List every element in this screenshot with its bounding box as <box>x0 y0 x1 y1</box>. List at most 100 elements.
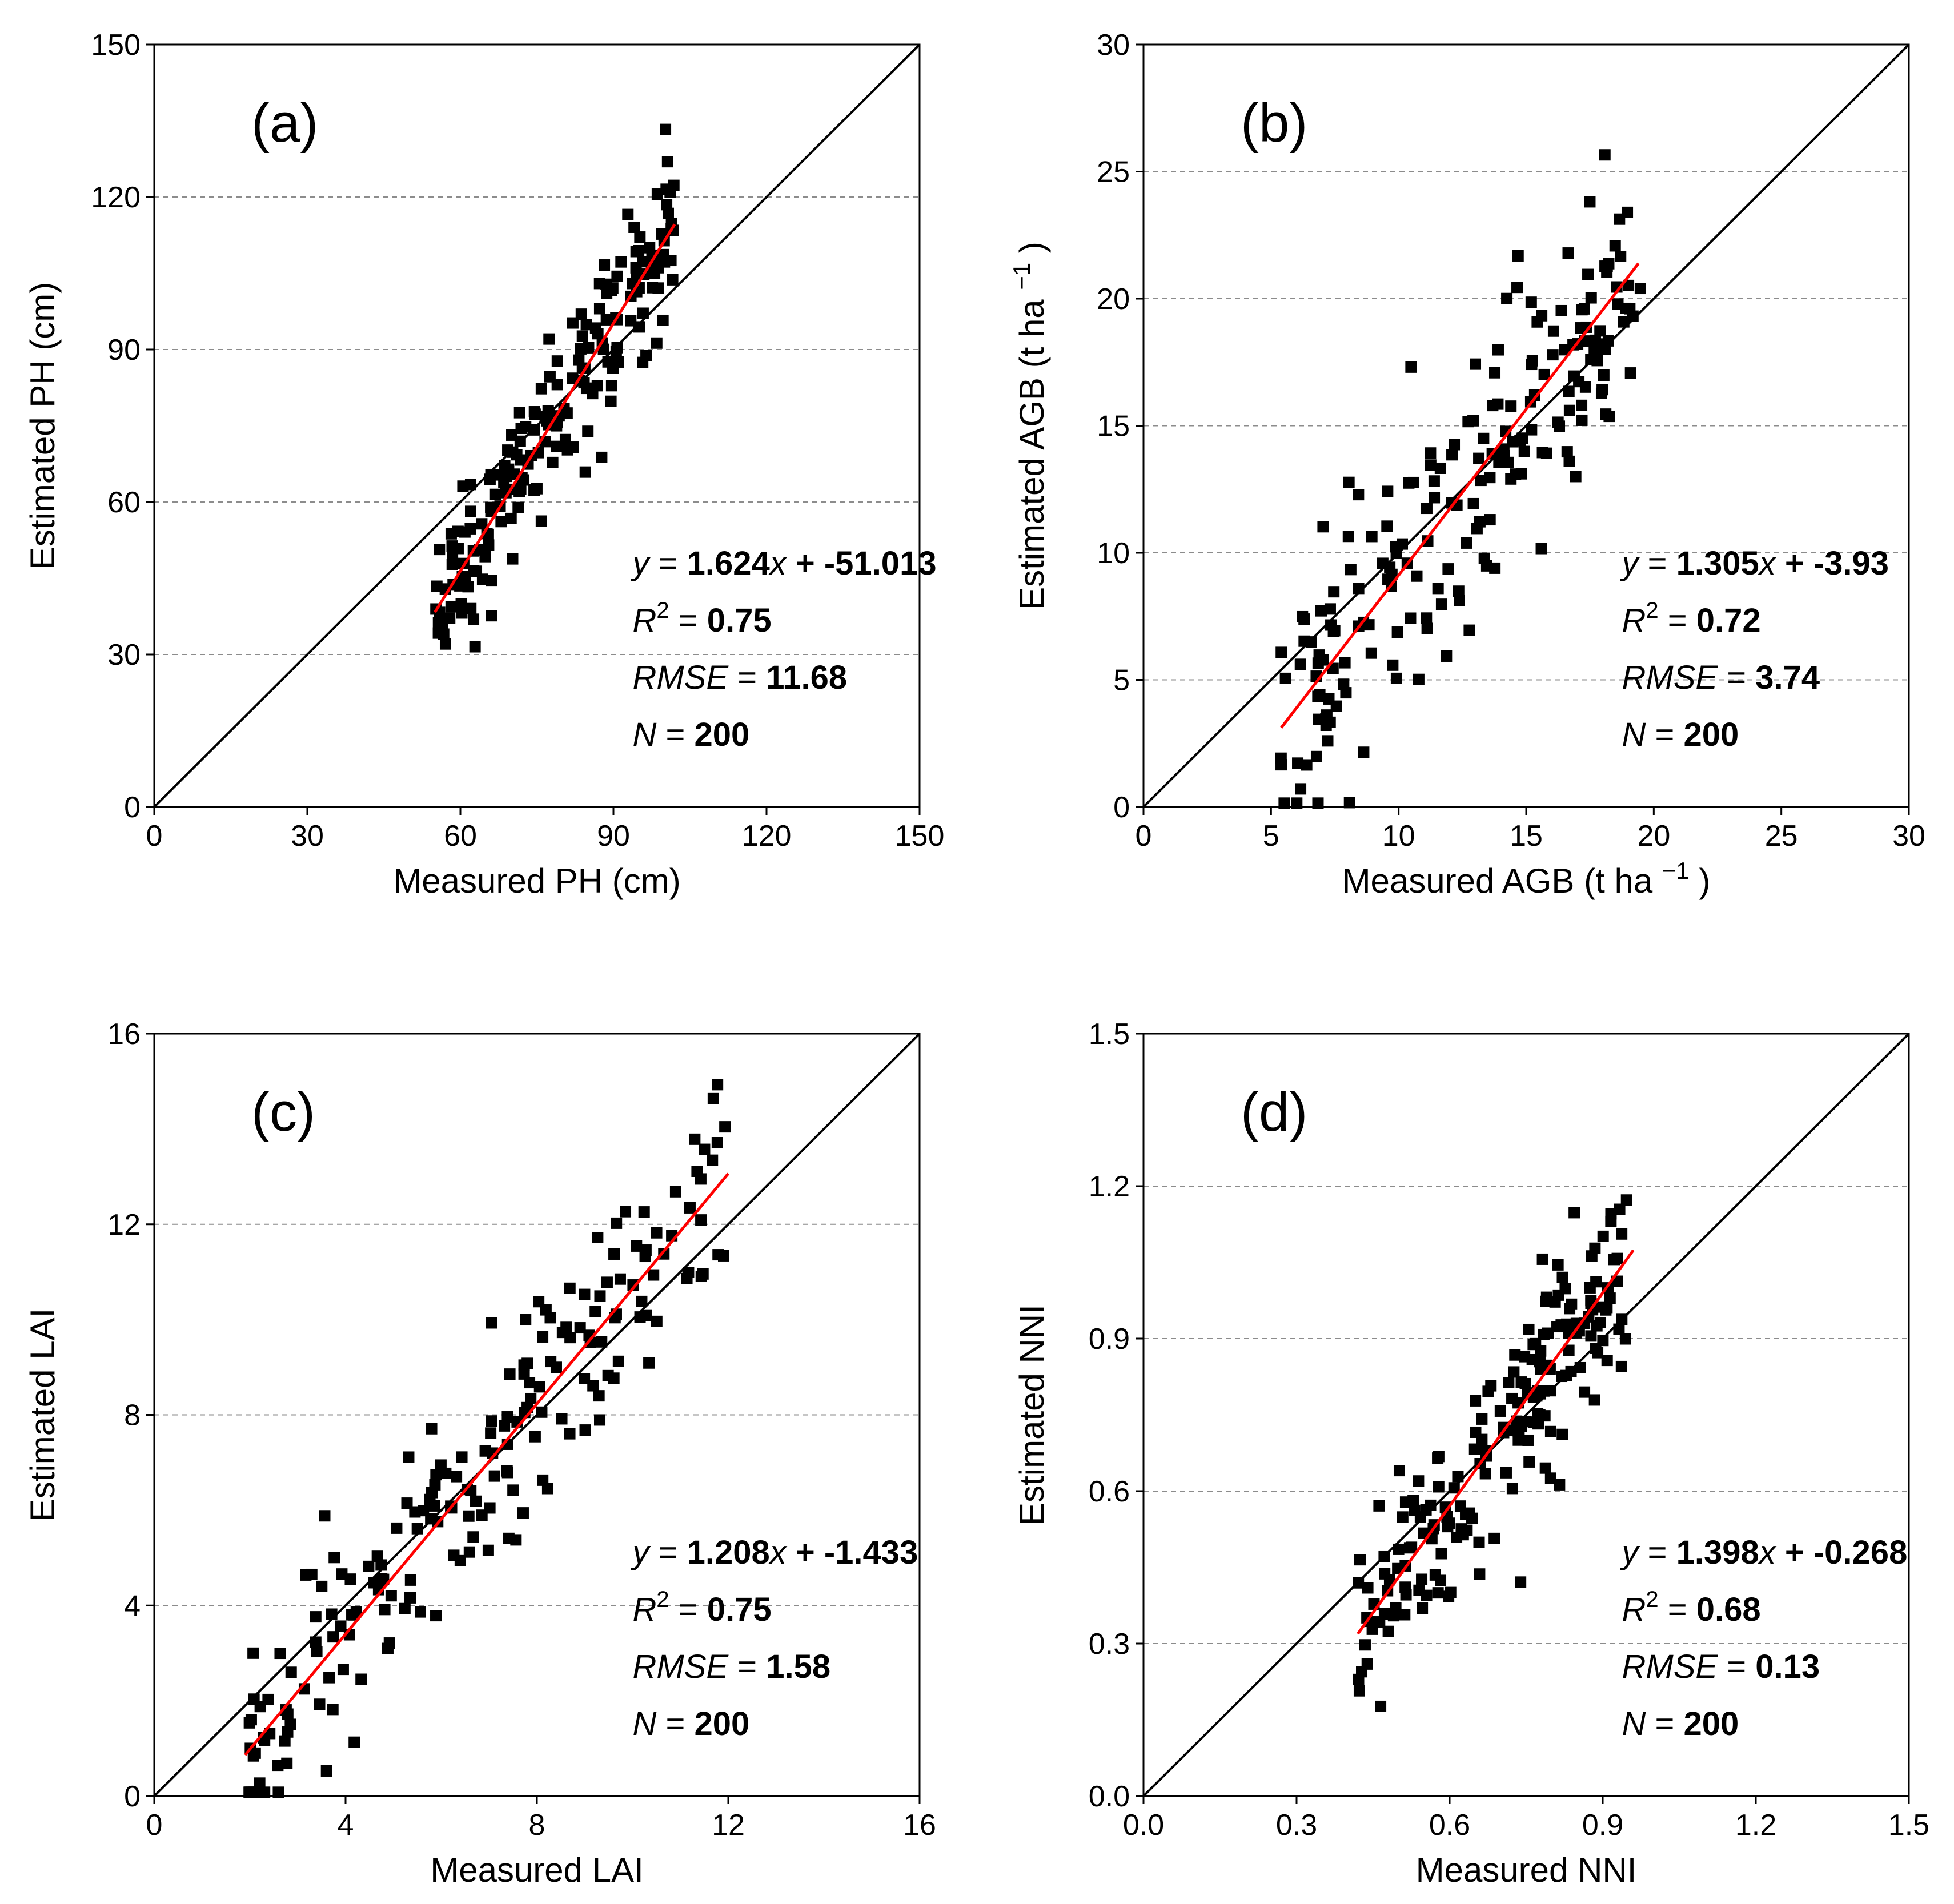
scatter-point <box>1522 1387 1534 1399</box>
scatter-point <box>1463 624 1475 636</box>
scatter-point <box>452 525 464 537</box>
scatter-point <box>638 1206 650 1218</box>
scatter-point <box>1547 349 1559 361</box>
scatter-point <box>506 429 518 441</box>
scatter-point <box>699 1143 711 1155</box>
sample-size: N = 200 <box>633 1705 750 1742</box>
scatter-point <box>628 221 640 233</box>
scatter-point <box>651 1315 663 1327</box>
scatter-point <box>1489 367 1501 379</box>
scatter-point <box>439 638 451 650</box>
scatter-point <box>375 1559 387 1571</box>
scatter-point <box>630 246 642 258</box>
x-tick-label: 8 <box>529 1809 545 1842</box>
scatter-point <box>456 1451 468 1463</box>
fit-line <box>1357 1249 1635 1635</box>
scatter-point <box>1428 475 1440 487</box>
scatter-point <box>580 319 592 331</box>
scatter-point <box>483 539 495 551</box>
scatter-point <box>456 574 468 586</box>
scatter-point <box>1397 1511 1409 1523</box>
scatter-point <box>1570 471 1582 483</box>
scatter-point <box>1441 650 1453 662</box>
scatter-point <box>463 1546 475 1558</box>
scatter-point <box>1561 446 1573 458</box>
scatter-point <box>1608 1254 1620 1266</box>
scatter-point <box>254 1777 266 1789</box>
scatter-point <box>662 207 674 219</box>
scatter-point <box>1594 1316 1606 1328</box>
scatter-point <box>430 1610 442 1622</box>
scatter-point <box>1387 659 1399 671</box>
scatter-point <box>612 1355 624 1367</box>
scatter-point <box>1500 1467 1512 1479</box>
fit-equation: y = 1.208x + -1.433 <box>631 1534 918 1571</box>
scatter-point <box>476 518 488 530</box>
scatter-point <box>1323 693 1335 705</box>
x-tick-label: 0 <box>146 820 163 853</box>
scatter-point <box>344 1573 356 1585</box>
scatter-point <box>1339 657 1351 669</box>
scatter-point <box>457 480 469 492</box>
scatter-point <box>464 505 476 517</box>
scatter-point <box>1353 1685 1365 1697</box>
scatter-point <box>486 1415 497 1427</box>
scatter-point <box>404 1574 416 1586</box>
scatter-point <box>430 1469 442 1481</box>
scatter-point <box>547 456 559 468</box>
scatter-point <box>652 282 664 294</box>
scatter-point <box>1605 1215 1617 1227</box>
scatter-point <box>512 501 524 513</box>
scatter-point <box>1503 1376 1515 1388</box>
x-tick-label: 60 <box>444 820 477 853</box>
scatter-point <box>551 355 563 367</box>
scatter-point <box>1519 1416 1531 1428</box>
scatter-point <box>1624 367 1636 379</box>
scatter-point <box>259 1786 271 1798</box>
scatter-point <box>1609 240 1621 252</box>
scatter-point <box>404 1592 416 1604</box>
scatter-point <box>245 1714 257 1726</box>
scatter-point <box>1512 1434 1524 1446</box>
scatter-point <box>1613 1323 1625 1335</box>
fit-equation: y = 1.398x + -0.268 <box>1620 1534 1908 1571</box>
scatter-point <box>1526 424 1538 436</box>
sample-size: N = 200 <box>1622 1705 1739 1742</box>
scatter-points <box>243 1079 731 1798</box>
scatter-point <box>1473 1536 1485 1548</box>
scatter-point <box>575 308 587 320</box>
scatter-point <box>1484 514 1496 526</box>
scatter-point <box>1449 439 1461 451</box>
scatter-point <box>456 607 468 619</box>
scatter-point <box>434 544 446 556</box>
scatter-point <box>1624 303 1636 315</box>
x-tick-label: 30 <box>291 820 324 853</box>
scatter-point <box>1393 1465 1405 1477</box>
panel-label: (b) <box>1241 93 1307 154</box>
scatter-point <box>658 1248 670 1260</box>
scatter-point <box>431 580 443 592</box>
y-tick-label: 16 <box>107 1018 141 1051</box>
scatter-point <box>1470 1426 1482 1438</box>
y-tick-label: 10 <box>1097 537 1130 570</box>
scatter-point <box>469 641 481 653</box>
scatter-point <box>1363 1616 1375 1628</box>
scatter-point <box>336 1568 348 1580</box>
scatter-point <box>1453 585 1465 597</box>
scatter-point <box>599 259 611 271</box>
scatter-point <box>707 1154 719 1166</box>
scatter-point <box>611 1217 623 1229</box>
scatter-point <box>1579 1386 1591 1398</box>
scatter-point <box>1379 1608 1391 1620</box>
scatter-point <box>517 1507 529 1519</box>
scatter-point <box>1422 535 1434 547</box>
panel-a: 0 30 60 90 120 150 0 30 60 90 120 150 Measured PH (c… <box>23 29 944 900</box>
scatter-point <box>1562 247 1574 259</box>
scatter-point <box>1275 646 1287 658</box>
scatter-point <box>1461 537 1472 549</box>
y-tick-label: 0.3 <box>1089 1628 1130 1661</box>
fit-equation: y = 1.305x + -3.93 <box>1620 545 1889 582</box>
scatter-point <box>498 476 510 488</box>
scatter-point <box>1393 1543 1405 1555</box>
scatter-point <box>535 515 547 527</box>
